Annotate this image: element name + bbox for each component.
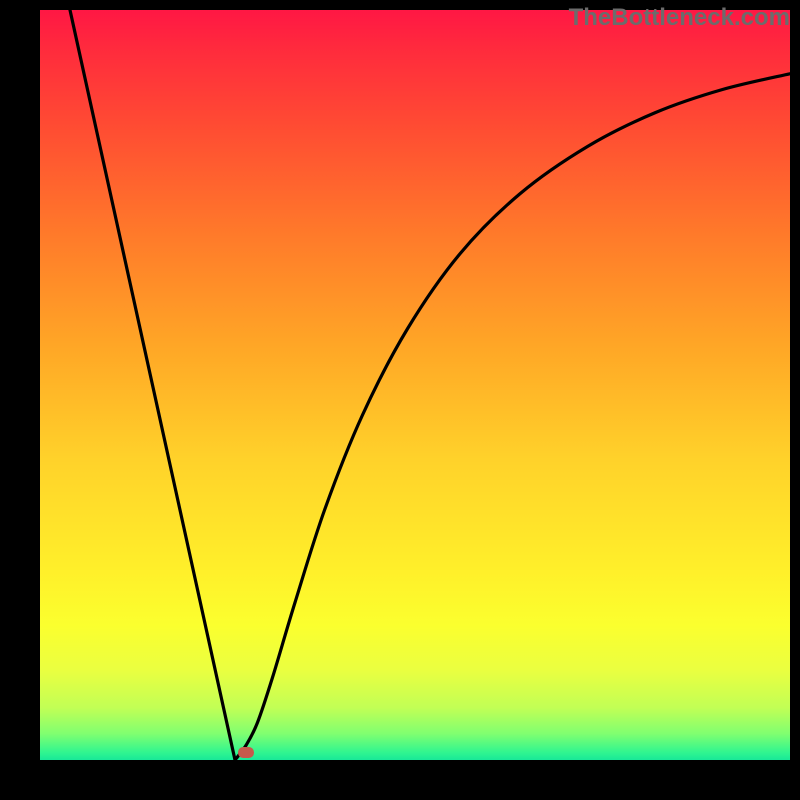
curve-layer bbox=[40, 10, 790, 760]
plot-area bbox=[40, 10, 790, 760]
watermark-label: TheBottleneck.com bbox=[569, 4, 790, 32]
chart-outer: TheBottleneck.com bbox=[0, 0, 800, 800]
bottleneck-curve bbox=[70, 10, 790, 760]
min-marker bbox=[238, 747, 254, 758]
